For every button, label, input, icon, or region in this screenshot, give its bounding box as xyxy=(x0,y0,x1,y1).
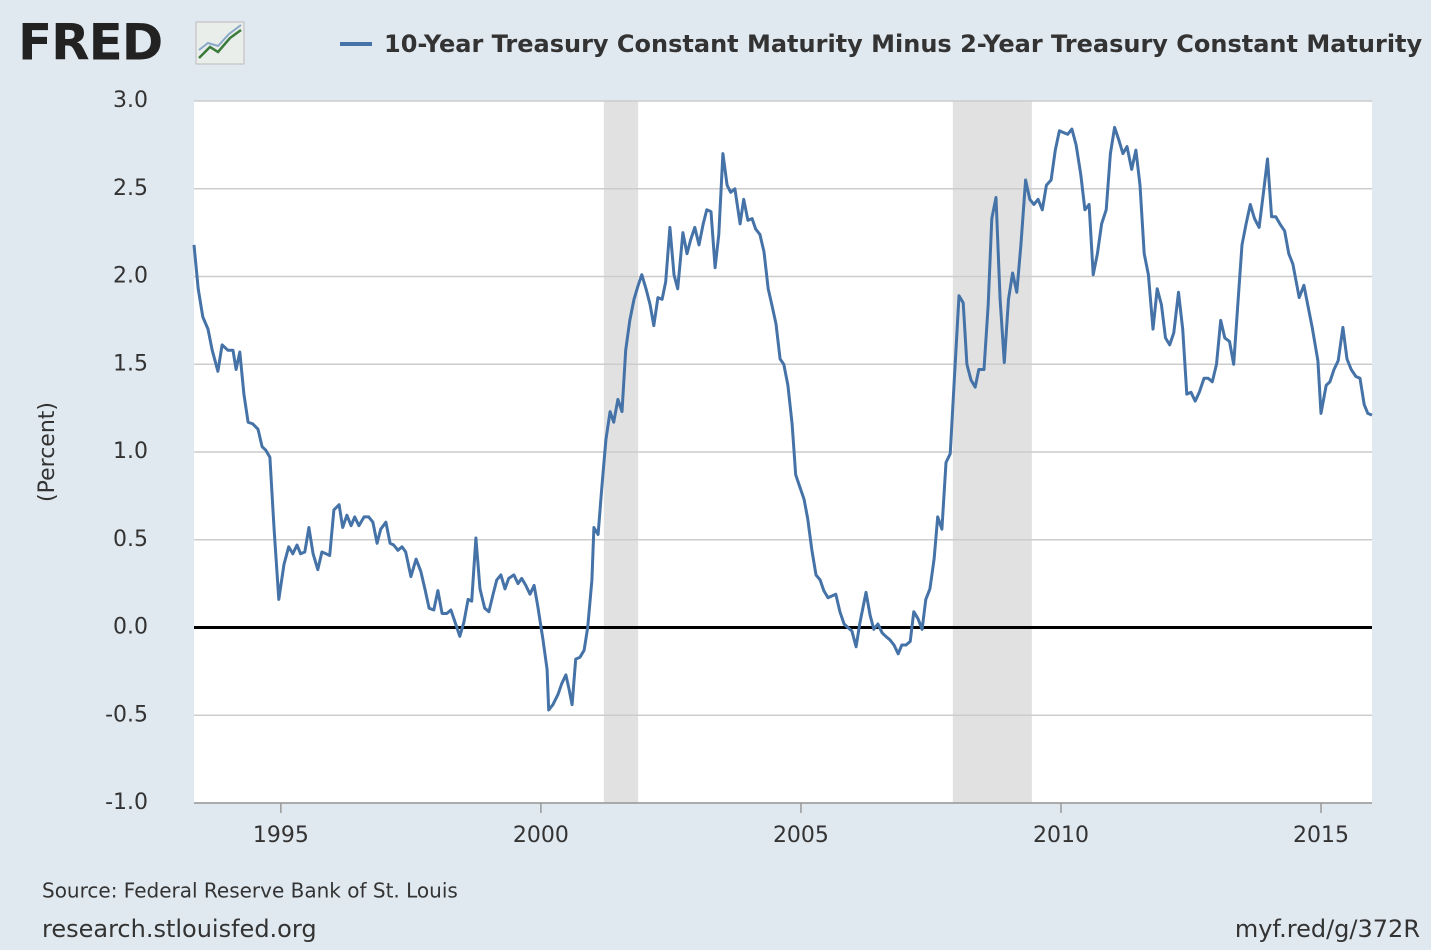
link: myf.red/g/372R xyxy=(1235,915,1420,943)
y-tick-label: 2.5 xyxy=(113,176,148,201)
logo: FRED xyxy=(18,14,162,72)
x-tick-label: 2000 xyxy=(513,823,569,848)
legend-label: 10-Year Treasury Constant Maturity Minus… xyxy=(384,30,1423,58)
y-tick-label: 1.0 xyxy=(113,439,148,464)
y-tick-label: 0.0 xyxy=(113,615,148,640)
y-tick-label: 2.0 xyxy=(113,264,148,289)
y-axis-label: (Percent) xyxy=(35,402,60,502)
series-line xyxy=(192,125,1373,712)
y-tick-label: -1.0 xyxy=(105,790,148,815)
x-tick-label: 2005 xyxy=(773,823,829,848)
logo-line xyxy=(198,24,242,51)
y-tick-label: 0.5 xyxy=(113,527,148,552)
y-tick-label: 3.0 xyxy=(113,88,148,113)
y-tick-label: -0.5 xyxy=(105,702,148,727)
source: Source: Federal Reserve Bank of St. Loui… xyxy=(42,879,458,903)
x-tick-label: 1995 xyxy=(253,823,309,848)
y-tick-label: 1.5 xyxy=(113,351,148,376)
logo-icon xyxy=(195,21,245,65)
x-tick-label: 2015 xyxy=(1293,823,1349,848)
logo-line xyxy=(198,28,242,59)
site: research.stlouisfed.org xyxy=(42,915,317,943)
x-tick-label: 2010 xyxy=(1033,823,1089,848)
